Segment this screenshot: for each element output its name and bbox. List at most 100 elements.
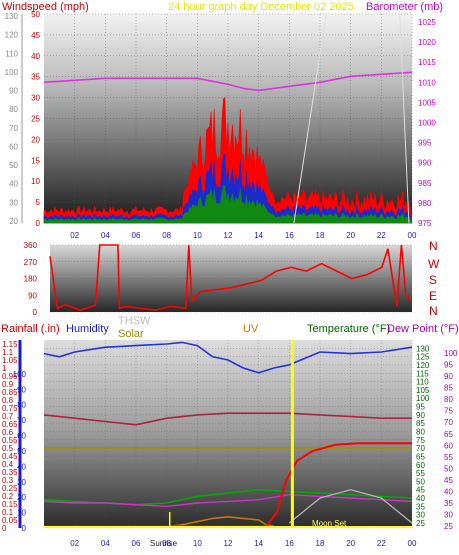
rain-tick: 1.1 — [2, 348, 14, 357]
dewpoint-tick: 45 — [444, 476, 453, 485]
wind-outer-tick: 20 — [9, 217, 18, 226]
barometer-tick: 975 — [418, 219, 432, 228]
wind-x-tick: 10 — [193, 231, 202, 240]
direction-y-tick: 0 — [33, 308, 38, 317]
barometer-label: Barometer (mb) — [366, 1, 443, 13]
rain-tick: 0.9 — [2, 380, 14, 389]
compass-n-top: N — [429, 239, 438, 253]
direction-y-tick: 360 — [24, 241, 38, 250]
conditions-x-tick: 00 — [408, 539, 417, 548]
dewpoint-tick: 35 — [444, 499, 453, 508]
wind-outer-tick: 110 — [5, 49, 18, 58]
humidity-tick: 40 — [17, 462, 26, 471]
temperature-label: Temperature (°F) — [307, 323, 390, 335]
dewpoint-tick: 30 — [444, 510, 453, 519]
sunrise-annotation: Sunrise — [150, 539, 178, 548]
moonset-annotation: Moon Set — [312, 519, 347, 528]
wind-outer-tick: 60 — [9, 142, 18, 151]
humidity-tick: 60 — [17, 432, 26, 441]
direction-y-tick: 180 — [24, 275, 38, 284]
temp-tick: 50 — [416, 477, 425, 486]
direction-y-tick: 270 — [24, 258, 38, 267]
wind-outer-tick: 100 — [5, 68, 19, 77]
conditions-x-tick: 20 — [346, 539, 355, 548]
temp-tick: 115 — [416, 369, 429, 378]
wind-y-tick: 45 — [31, 31, 40, 40]
temp-tick: 80 — [416, 428, 425, 437]
conditions-x-tick: 04 — [101, 539, 110, 548]
barometer-tick: 1010 — [418, 78, 436, 87]
conditions-x-tick: 02 — [70, 539, 79, 548]
rain-tick: 1.15 — [2, 340, 18, 349]
wind-y-tick: 50 — [31, 10, 40, 19]
wind-trace-line — [293, 13, 327, 224]
dewpoint-label: Dew Point (°F) — [387, 323, 459, 335]
humidity-tick: 90 — [17, 385, 26, 394]
dewpoint-tick: 75 — [444, 407, 453, 416]
humidity-tick: 10 — [17, 509, 26, 518]
humidity-tick: 30 — [17, 478, 26, 487]
dewpoint-tick: 50 — [444, 464, 453, 473]
temp-tick: 95 — [416, 403, 425, 412]
windspeed-label: Windspeed (mph) — [2, 1, 89, 13]
wind-y-tick: 5 — [36, 198, 41, 207]
wind-x-tick: 08 — [162, 231, 171, 240]
wind-x-tick: 00 — [408, 231, 417, 240]
wind-y-tick: 15 — [31, 156, 40, 165]
barometer-tick: 980 — [418, 199, 432, 208]
compass-w: W — [428, 257, 440, 271]
rain-tick: 0.6 — [2, 428, 14, 437]
barometer-series — [43, 71, 413, 92]
wind-y-tick: 10 — [31, 177, 40, 186]
temp-tick: 40 — [416, 494, 425, 503]
rain-tick: 0.45 — [2, 452, 18, 461]
temp-tick: 120 — [416, 361, 430, 370]
rain-tick: 0.3 — [2, 476, 14, 485]
wind-y-tick: 0 — [36, 219, 41, 228]
humidity-tick: 20 — [17, 493, 26, 502]
rain-tick: 0.5 — [2, 444, 14, 453]
wind-y-tick: 35 — [31, 73, 40, 82]
rain-tick: 0.85 — [2, 388, 18, 397]
wind-outer-tick: 130 — [5, 12, 19, 21]
wind-y-tick: 20 — [31, 135, 40, 144]
wind-x-tick: 22 — [377, 231, 386, 240]
compass-s: S — [429, 273, 437, 287]
wind-outer-tick: 80 — [9, 105, 18, 114]
conditions-x-tick: 18 — [316, 539, 325, 548]
wind-outer-tick: 40 — [9, 180, 18, 189]
rain-tick: 0.7 — [2, 412, 14, 421]
barometer-tick: 1015 — [418, 58, 436, 67]
rain-series — [44, 442, 412, 528]
rain-tick: 0.25 — [2, 484, 18, 493]
dewpoint-tick: 100 — [444, 349, 458, 358]
thsw-series — [288, 489, 413, 524]
wind-outer-tick: 70 — [9, 124, 18, 133]
humidity-tick: 100 — [13, 370, 27, 379]
conditions-x-tick: 14 — [254, 539, 263, 548]
compass-labels: N W S E N — [428, 239, 440, 318]
dewpoint-tick: 85 — [444, 384, 453, 393]
temp-tick: 55 — [416, 469, 425, 478]
compass-e: E — [429, 289, 437, 303]
wind-x-tick: 18 — [316, 231, 325, 240]
temp-tick: 70 — [416, 444, 425, 453]
temp-tick: 65 — [416, 452, 425, 461]
date-label: 24 hour graph day December 02 2025 — [168, 1, 354, 13]
rain-tick: 0.05 — [2, 516, 18, 525]
dewpoint-tick: 95 — [444, 361, 453, 370]
wind-outer-tick: 90 — [9, 87, 18, 96]
conditions-x-tick: 12 — [224, 539, 233, 548]
humidity-series — [43, 341, 413, 374]
dewpoint-tick: 80 — [444, 395, 453, 404]
rain-tick: 0.95 — [2, 372, 18, 381]
rain-tick: 0.1 — [2, 508, 14, 517]
humidity-tick: 70 — [17, 416, 26, 425]
barometer-tick: 990 — [418, 159, 432, 168]
barometer-tick: 1000 — [418, 119, 436, 128]
humidity-tick: 80 — [17, 401, 26, 410]
wind-y-tick: 30 — [31, 94, 40, 103]
conditions-x-tick: 16 — [285, 539, 294, 548]
conditions-x-tick: 10 — [193, 539, 202, 548]
